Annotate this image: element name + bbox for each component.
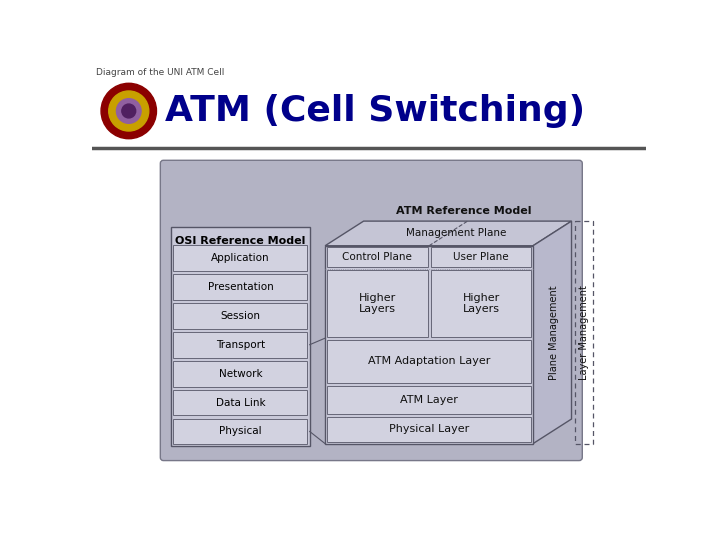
Bar (174, 245, 307, 271)
Bar (431, 271, 531, 336)
Bar (575, 221, 593, 444)
Text: Layer Management: Layer Management (579, 285, 589, 380)
Bar (174, 390, 307, 415)
Bar (174, 418, 307, 444)
Text: Transport: Transport (216, 340, 265, 350)
Bar (325, 246, 533, 444)
Bar (171, 226, 310, 446)
Text: Higher
Layers: Higher Layers (359, 293, 396, 314)
Polygon shape (325, 221, 572, 246)
Bar (327, 386, 531, 414)
Text: User Plane: User Plane (453, 252, 509, 262)
Text: Physical Layer: Physical Layer (389, 424, 469, 434)
Text: Plane Management: Plane Management (549, 285, 559, 380)
Text: Session: Session (220, 310, 261, 321)
Text: Control Plane: Control Plane (342, 252, 412, 262)
Text: ATM Adaptation Layer: ATM Adaptation Layer (368, 356, 490, 366)
Text: Presentation: Presentation (207, 282, 274, 292)
Text: OSI Reference Model: OSI Reference Model (175, 236, 305, 246)
Text: ATM (Cell Switching): ATM (Cell Switching) (165, 94, 585, 128)
Circle shape (101, 83, 156, 139)
Text: Physical: Physical (219, 427, 262, 436)
Bar (327, 417, 531, 442)
Text: Diagram of the UNI ATM Cell: Diagram of the UNI ATM Cell (96, 68, 224, 77)
Bar (327, 340, 531, 383)
Circle shape (109, 91, 149, 131)
FancyBboxPatch shape (161, 160, 582, 461)
Bar (327, 247, 428, 267)
Circle shape (122, 104, 135, 118)
Polygon shape (533, 221, 572, 444)
Circle shape (117, 99, 141, 123)
Text: Higher
Layers: Higher Layers (462, 293, 500, 314)
Bar (431, 247, 531, 267)
Text: ATM Layer: ATM Layer (400, 395, 458, 405)
Text: Network: Network (219, 369, 262, 379)
Text: Data Link: Data Link (215, 397, 265, 408)
Bar (174, 361, 307, 387)
Bar (174, 303, 307, 329)
Text: Management Plane: Management Plane (406, 228, 506, 239)
Bar (174, 332, 307, 357)
Bar (174, 274, 307, 300)
Bar (327, 271, 428, 336)
Text: Application: Application (211, 253, 270, 263)
Text: ATM Reference Model: ATM Reference Model (396, 206, 531, 217)
